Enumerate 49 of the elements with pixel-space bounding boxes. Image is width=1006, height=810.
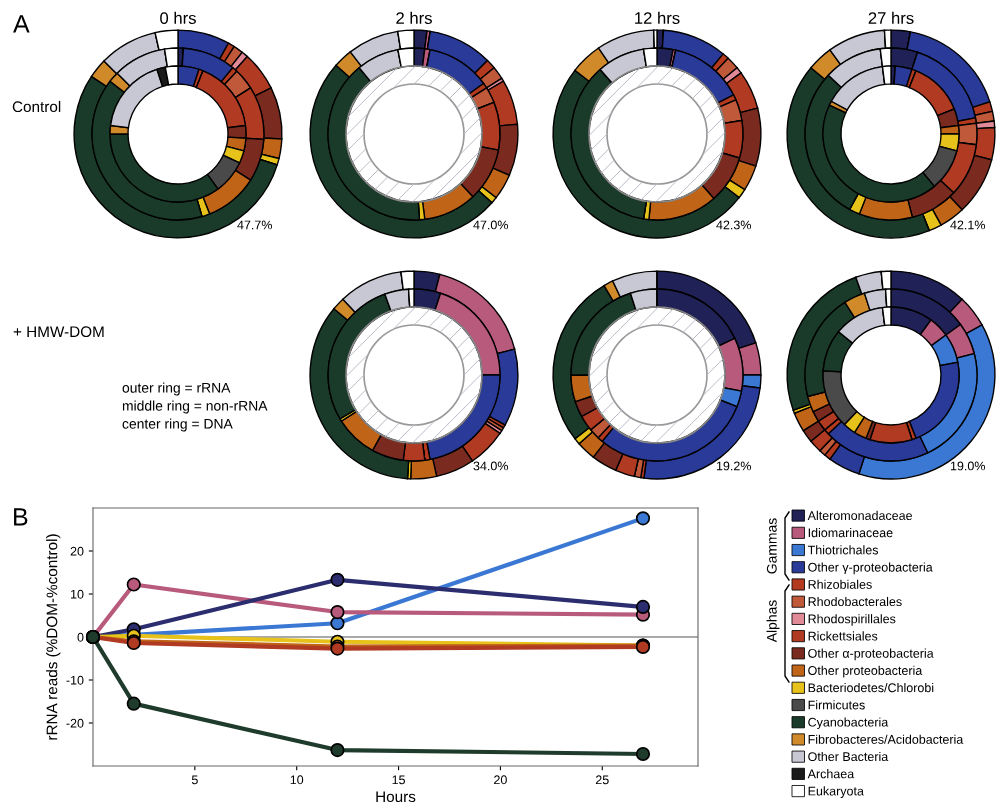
legend-label: Other proteobacteria xyxy=(808,665,923,678)
y-tick-label: 10 xyxy=(71,589,84,599)
text: B xyxy=(14,508,28,526)
x-tick-label: 15 xyxy=(392,775,405,785)
text: + HMW-DOM xyxy=(13,326,104,338)
x-tick-label: 5 xyxy=(191,775,198,785)
text: 19.0% xyxy=(950,461,985,471)
text: Control xyxy=(12,100,61,113)
chart-title: 12 hrs xyxy=(635,11,680,24)
x-tick-label: 10 xyxy=(290,775,304,785)
legend-label: Cyanobacteria xyxy=(808,717,889,730)
text: 42.1% xyxy=(950,220,985,230)
x-tick-label: 25 xyxy=(595,775,609,785)
y-axis-title: rRNA reads (%DOM-%control) xyxy=(46,534,61,740)
legend-label: Eukaryota xyxy=(808,786,864,798)
legend-label: Rickettsiales xyxy=(808,631,878,641)
text: Gammas xyxy=(766,518,777,574)
legend-label: Archaea xyxy=(807,769,855,779)
y-tick-label: -10 xyxy=(66,675,84,685)
y-tick-label: -20 xyxy=(66,718,84,728)
chart-title: 2 hrs xyxy=(396,11,432,24)
legend-label: Other Bacteria xyxy=(808,751,889,762)
legend-label: Rhizobiales xyxy=(808,579,872,589)
legend-label: Other α-proteobacteria xyxy=(808,648,934,661)
text: 47.0% xyxy=(473,220,508,230)
legend-label: Alteromonadaceae xyxy=(807,510,912,520)
y-tick-label: 0 xyxy=(77,632,84,642)
x-axis-title: Hours xyxy=(376,791,416,803)
legend-label: Fibrobacteres/Acidobacteria xyxy=(808,734,964,744)
legend-label: Other γ-proteobacteria xyxy=(808,562,933,575)
text: 47.7% xyxy=(237,220,272,230)
text: outer ring = rRNA xyxy=(122,382,231,396)
chart-title: 0 hrs xyxy=(160,11,196,24)
y-tick-label: 20 xyxy=(70,546,84,556)
legend-label: Thiotrichales xyxy=(807,545,879,555)
chart-title: 27 hrs xyxy=(868,11,914,24)
text: center ring = DNA xyxy=(122,418,233,432)
legend-label: Rhodospirillales xyxy=(808,614,896,626)
text: 19.2% xyxy=(716,461,751,471)
text: Alphas xyxy=(766,600,780,643)
text: 34.0% xyxy=(473,461,508,471)
legend-label: Rhodobacterales xyxy=(808,596,902,607)
text: 42.3% xyxy=(716,220,751,230)
x-tick-label: 20 xyxy=(494,775,507,785)
legend-label: Bacteriodetes/Chlorobi xyxy=(808,683,934,693)
legend-label: Idiomarinaceae xyxy=(808,528,893,538)
legend-label: Firmicutes xyxy=(808,700,865,710)
text: middle ring = non-rRNA xyxy=(122,400,268,414)
text: A xyxy=(13,15,30,33)
